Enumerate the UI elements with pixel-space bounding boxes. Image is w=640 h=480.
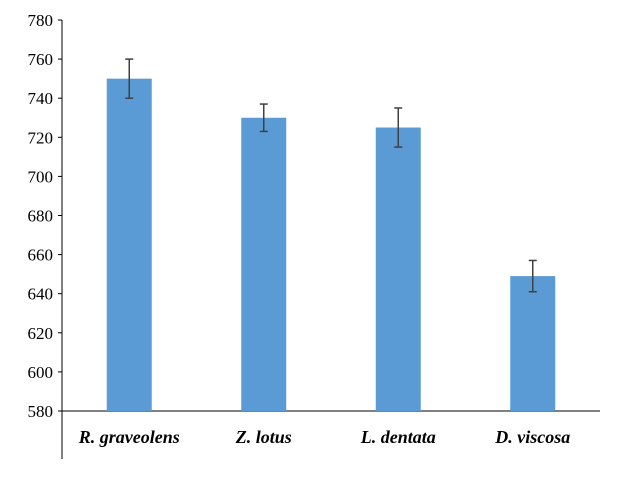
bar xyxy=(106,78,152,412)
y-axis: 580 600 620 640 660 680 700 720 740 760 780 xyxy=(28,11,63,459)
y-tick-label: 700 xyxy=(28,167,54,186)
y-tick-label: 660 xyxy=(28,246,54,265)
category-label: L. dentata xyxy=(360,427,436,447)
category-labels: R. graveolens Z. lotus L. dentata D. viscos… xyxy=(78,427,571,447)
y-tick-label: 780 xyxy=(28,11,54,30)
error-bars xyxy=(125,58,537,293)
category-label: R. graveolens xyxy=(78,427,180,447)
y-tick-label: 760 xyxy=(28,50,54,69)
y-tick-label: 600 xyxy=(28,363,54,382)
bar xyxy=(375,127,421,412)
y-tick-label: 740 xyxy=(28,89,54,108)
y-tick-label: 720 xyxy=(28,128,54,147)
bar xyxy=(241,117,287,411)
y-tick-label: 640 xyxy=(28,285,54,304)
category-label: D. viscosa xyxy=(494,427,570,447)
y-tick-label: 620 xyxy=(28,324,54,343)
y-tick-label: 680 xyxy=(28,207,54,226)
y-tick-label: 580 xyxy=(28,402,54,421)
category-label: Z. lotus xyxy=(235,427,292,447)
bar xyxy=(510,276,556,411)
bars xyxy=(106,78,556,412)
